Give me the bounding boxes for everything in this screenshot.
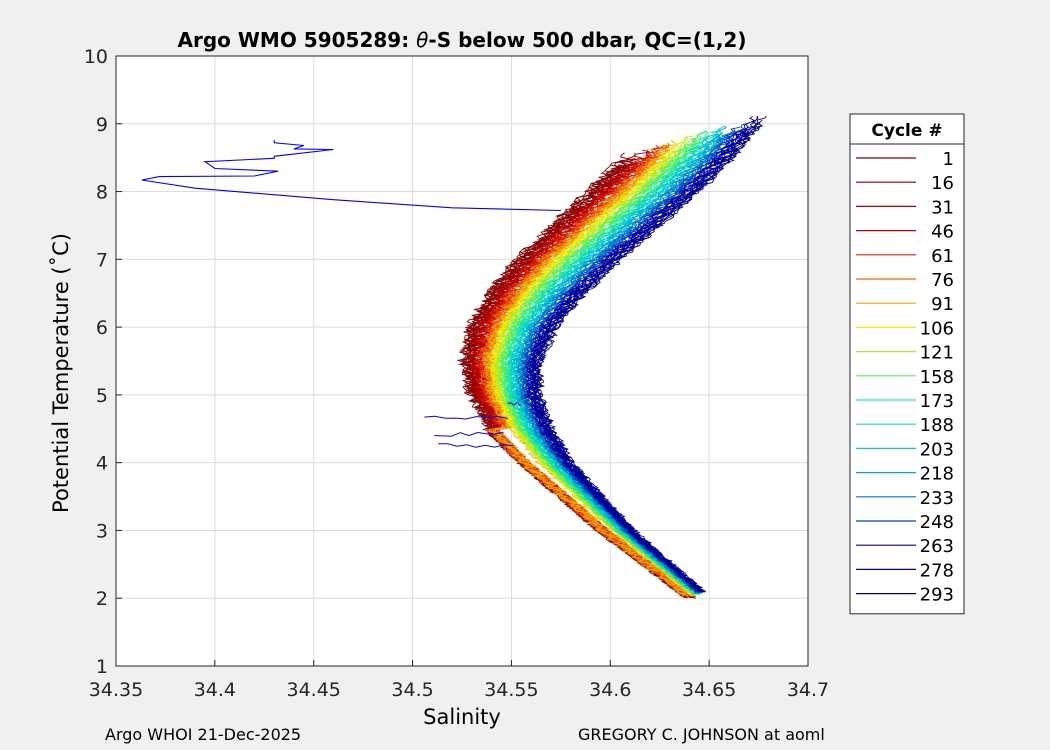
legend-label: 233 xyxy=(920,488,954,509)
y-tick-label: 6 xyxy=(96,317,108,339)
cycle-profile-line xyxy=(514,125,727,594)
y-tick-label: 1 xyxy=(96,656,108,678)
intrusion-line xyxy=(507,401,522,407)
x-axis-label: Salinity xyxy=(423,705,501,729)
x-tick-label: 34.55 xyxy=(484,679,538,701)
x-tick-label: 34.5 xyxy=(391,679,433,701)
x-axis: 34.35 34.4 34.45 34.5 34.55 34.6 34.65 34.7 xyxy=(89,660,829,701)
x-tick-label: 34.6 xyxy=(589,679,631,701)
intrusion-line xyxy=(434,431,504,437)
legend-title: Cycle # xyxy=(871,121,942,141)
y-tick-label: 4 xyxy=(96,453,108,475)
legend-label: 293 xyxy=(920,585,954,606)
y-axis-label: Potential Temperature (˚C) xyxy=(49,233,73,513)
x-tick-label: 34.45 xyxy=(287,679,341,701)
y-tick-label: 8 xyxy=(96,182,108,204)
cycle-profile-line xyxy=(534,123,764,592)
y-axis: 1 2 3 4 5 6 7 8 9 10 xyxy=(84,46,122,678)
title-suffix: -S below 500 dbar, QC=(1,2) xyxy=(428,28,746,52)
profiles xyxy=(141,115,767,599)
cycle-profile-line xyxy=(502,130,709,595)
cycle-profile-line xyxy=(533,121,763,592)
legend-label: 61 xyxy=(931,246,954,267)
legend-label: 173 xyxy=(920,391,954,412)
y-tick-label: 9 xyxy=(96,114,108,136)
legend-label: 31 xyxy=(931,197,954,218)
title-prefix: Argo WMO 5905289: xyxy=(178,28,417,52)
intrusion-line xyxy=(438,443,514,448)
title-theta-symbol: θ xyxy=(416,28,428,52)
y-tick-label: 5 xyxy=(96,385,108,407)
legend-label: 16 xyxy=(931,173,954,194)
legend-label: 158 xyxy=(920,367,954,388)
legend-label: 76 xyxy=(931,270,954,291)
chart-title: Argo WMO 5905289: θ-S below 500 dbar, QC… xyxy=(178,28,747,52)
x-tick-label: 34.7 xyxy=(787,679,829,701)
x-tick-label: 34.65 xyxy=(682,679,736,701)
legend-label: 46 xyxy=(931,222,954,243)
y-tick-label: 10 xyxy=(84,46,108,68)
y-tick-label: 7 xyxy=(96,249,108,271)
footer-right-text: GREGORY C. JOHNSON at aoml xyxy=(578,725,825,744)
legend-label: 218 xyxy=(920,464,954,485)
footer-left-text: Argo WHOI 21-Dec-2025 xyxy=(105,725,302,744)
outlier-profile-line xyxy=(141,140,561,212)
cycle-profile-line xyxy=(482,150,685,597)
plot-frame xyxy=(115,55,809,667)
x-tick-label: 34.35 xyxy=(89,679,143,701)
legend-box xyxy=(849,113,965,615)
legend-label: 106 xyxy=(920,318,954,339)
y-tick-label: 3 xyxy=(96,520,108,542)
legend-label: 188 xyxy=(920,415,954,436)
y-tick-label: 2 xyxy=(96,588,108,610)
legend: Cycle #1 16 31 46 61 76 91 106 121 158 173 188 203 21… xyxy=(849,113,965,615)
legend-label: 1 xyxy=(943,149,954,170)
legend-label: 91 xyxy=(931,294,954,315)
legend-label: 278 xyxy=(920,560,954,581)
legend-label: 263 xyxy=(920,536,954,557)
x-tick-label: 34.4 xyxy=(194,679,236,701)
intrusion-line xyxy=(424,415,508,420)
legend-label: 248 xyxy=(920,512,954,533)
legend-label: 203 xyxy=(920,439,954,460)
legend-label: 121 xyxy=(920,343,954,364)
